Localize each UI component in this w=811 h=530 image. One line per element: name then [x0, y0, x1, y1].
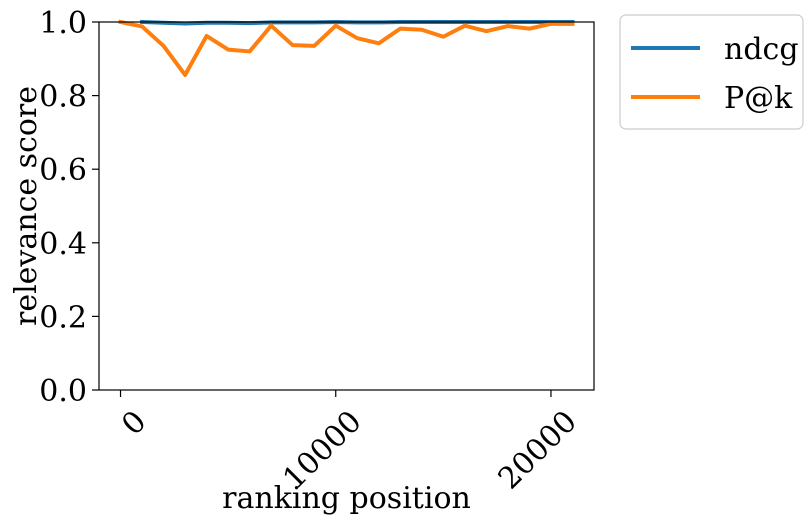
y-tick-label: 0.2	[39, 300, 87, 335]
legend-label: ndcg	[724, 32, 799, 67]
legend: ndcg P@k	[619, 14, 804, 130]
legend-box	[619, 14, 804, 130]
y-tick-label: 0.6	[39, 153, 87, 188]
y-tick-label: 0.0	[39, 374, 87, 409]
series-line-2	[118, 19, 575, 77]
legend-label: P@k	[724, 81, 793, 116]
y-tick-label: 0.4	[39, 227, 87, 262]
plot-lines	[118, 19, 575, 77]
y-axis-label: relevance score	[9, 86, 44, 326]
x-tick-label: 20000	[492, 404, 584, 496]
x-tick-label: 0	[115, 404, 153, 442]
y-axis: 0.0 0.2 0.4 0.6 0.8 1.0	[39, 6, 99, 409]
y-tick-label: 0.8	[39, 80, 87, 115]
y-tick-label: 1.0	[39, 6, 87, 41]
plot-frame	[98, 21, 595, 391]
x-axis-label: ranking position	[222, 481, 471, 516]
